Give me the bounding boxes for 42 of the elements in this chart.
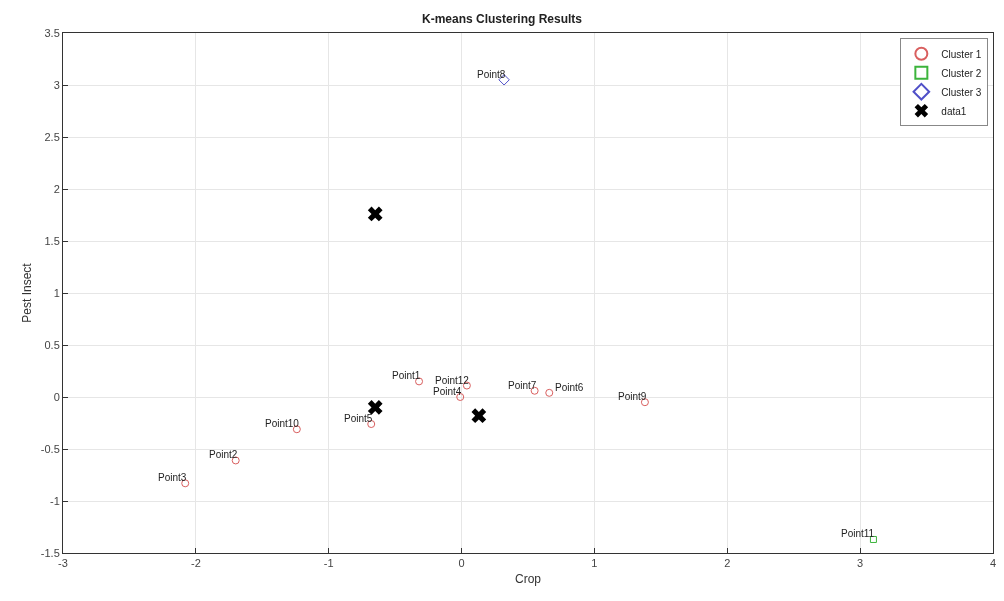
y-tick-label: -0.5 [40,442,60,455]
annotation: Point7 [508,380,537,391]
point [367,206,383,222]
annotation: Point5 [344,413,373,424]
annotation: Point11 [841,528,875,539]
point [545,388,554,397]
y-axis-title: Pest Insect [20,262,35,323]
x-tick-label: 4 [989,557,997,570]
x-tick-label: -3 [58,557,68,570]
annotation: Point4 [433,386,462,397]
x-tick-label: -1 [323,557,334,570]
legend-label: Cluster 3 [941,86,982,98]
legend-label: Cluster 2 [941,67,982,79]
y-tick-label: 0.5 [44,338,60,351]
legend-label: Cluster 1 [941,48,982,60]
annotation: Point12 [435,375,470,386]
point [367,400,383,415]
annotation: Point3 [158,472,187,483]
annotation: Point6 [555,382,584,393]
x-axis-title: Crop [514,572,542,587]
annotation: Point8 [477,69,506,80]
point [471,408,487,424]
legend-label: data1 [941,105,967,117]
chart-title: K-means Clustering Results [421,12,583,27]
y-tick-label: 2 [53,182,60,195]
annotation: Point10 [265,418,300,429]
y-tick-label: -1.5 [40,546,60,559]
x-tick-label: 2 [724,557,731,570]
y-tick-label: -1 [50,494,60,507]
y-tick-label: 3 [53,78,60,91]
x-tick-label: 0 [458,557,465,570]
y-tick-label: 1.5 [44,234,60,247]
y-tick-label: 1 [53,286,60,299]
x-tick-label: -2 [190,557,201,570]
x-tick-label: 3 [857,557,864,570]
annotation: Point1 [392,370,421,381]
annotation: Point9 [618,391,647,402]
y-tick-label: 2.5 [44,130,60,143]
x-tick-label: 1 [591,557,598,570]
y-tick-label: 3.5 [44,26,60,39]
annotation: Point2 [209,449,238,460]
y-tick-label: 0 [53,390,60,403]
